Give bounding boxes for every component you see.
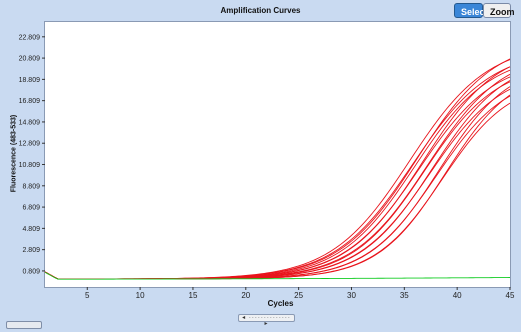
amplification-curve-2[interactable] [44, 66, 511, 280]
series-group [44, 58, 511, 280]
chart-title: Amplification Curves [220, 6, 301, 15]
y-tick-label: 16.809 [19, 98, 41, 105]
y-axis: 0.809 2.809 4.809 6.809 8.809 10.809 12.809 14.… [19, 34, 45, 275]
amplification-curve-6[interactable] [44, 66, 511, 280]
x-tick-label: 10 [136, 291, 145, 300]
amplification-curve-3[interactable] [44, 69, 511, 280]
x-tick-label: 20 [241, 291, 250, 300]
amplification-curve-15[interactable] [44, 271, 511, 280]
resize-handle[interactable] [6, 321, 42, 329]
x-tick-label: 15 [189, 291, 198, 300]
x-tick-label: 40 [453, 291, 462, 300]
amplification-curve-7[interactable] [44, 81, 511, 280]
y-axis-label: Fluorescence (483-533) [10, 114, 18, 193]
amplification-curve-8[interactable] [44, 73, 511, 280]
y-tick-label: 12.809 [19, 141, 41, 148]
x-tick-label: 25 [294, 291, 303, 300]
y-tick-label: 6.809 [22, 205, 40, 212]
horizontal-scrollbar[interactable]: ◂ ·············· ▸ [238, 314, 295, 327]
amplification-curve-10[interactable] [44, 80, 511, 280]
select-button[interactable]: Select [454, 3, 488, 18]
amplification-curve-14[interactable] [44, 94, 511, 280]
x-axis-label: Cycles [267, 299, 294, 308]
amplification-curve-9[interactable] [44, 88, 511, 280]
y-tick-label: 10.809 [19, 162, 41, 169]
y-tick-label: 2.809 [22, 247, 40, 254]
plot-area[interactable] [44, 21, 511, 288]
x-tick-label: 45 [506, 291, 515, 300]
x-tick-label: 5 [85, 291, 90, 300]
y-tick-label: 8.809 [22, 183, 40, 190]
zoom-button[interactable]: Zoom [483, 3, 515, 18]
y-tick-label: 4.809 [22, 226, 40, 233]
y-tick-label: 20.809 [19, 56, 41, 63]
x-axis: 5 10 15 20 25 30 35 40 45 [85, 287, 515, 300]
y-tick-label: 22.809 [19, 34, 41, 41]
x-tick-label: 30 [347, 291, 356, 300]
x-tick-label: 35 [400, 291, 409, 300]
amplification-curve-5[interactable] [44, 76, 511, 280]
y-tick-label: 0.809 [22, 268, 40, 275]
y-tick-label: 14.809 [19, 119, 41, 126]
y-tick-label: 18.809 [19, 77, 41, 84]
amplification-curve-1[interactable] [44, 59, 511, 280]
